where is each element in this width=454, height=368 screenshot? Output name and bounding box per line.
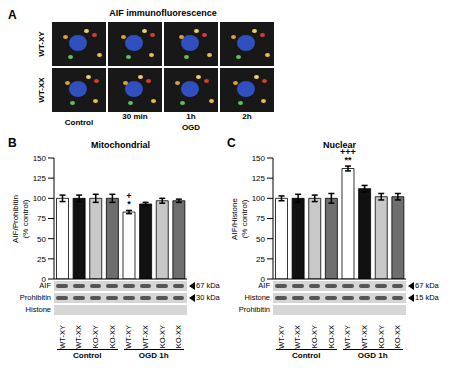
svg-text:KO-XX: KO-XX	[327, 325, 336, 348]
svg-text:100: 100	[33, 194, 47, 203]
svg-text:KO-XX: KO-XX	[174, 325, 183, 348]
svg-text:KO-XX: KO-XX	[393, 325, 402, 348]
svg-text:25: 25	[256, 255, 265, 264]
svg-text:KO-XY: KO-XY	[310, 325, 319, 348]
svg-text:WT-XX: WT-XX	[293, 325, 302, 349]
svg-text:WT-XY: WT-XY	[343, 325, 352, 349]
html-text:Control: Control	[292, 351, 321, 360]
html-text:WT-XY: WT-XY	[37, 31, 46, 57]
svg-text:WT-XY: WT-XY	[277, 325, 286, 349]
svg-text:100: 100	[252, 194, 266, 203]
html-text:Control: Control	[73, 351, 102, 360]
html-text:Mitochondrial: Mitochondrial	[91, 140, 150, 150]
svg-text:0: 0	[41, 274, 46, 284]
svg-text:WT-XX: WT-XX	[360, 325, 369, 349]
html-text:2h: 2h	[242, 112, 252, 121]
html-text:OGD 1h: OGD 1h	[138, 351, 169, 360]
html-text:AIF immunofluorescence: AIF immunofluorescence	[109, 8, 217, 18]
html-text:AIF/Histone: AIF/Histone	[229, 197, 238, 240]
html-text:A: A	[8, 8, 17, 22]
svg-text:KO-XY: KO-XY	[158, 325, 167, 348]
html-text:Nuclear: Nuclear	[323, 140, 356, 150]
svg-text:150: 150	[252, 154, 266, 163]
svg-text:*: *	[127, 199, 131, 209]
html-text:Prohibitin: Prohibitin	[238, 305, 270, 314]
svg-text:**: **	[344, 155, 352, 165]
html-text:AIF: AIF	[258, 281, 270, 290]
html-text:Histone: Histone	[244, 293, 270, 302]
svg-text:KO-XY: KO-XY	[91, 325, 100, 348]
html-text:(% control): (% control)	[239, 199, 248, 238]
html-text:AIF: AIF	[39, 281, 51, 290]
html-text:AIF/Prohibitin: AIF/Prohibitin	[10, 194, 19, 243]
svg-text:WT-XX: WT-XX	[74, 325, 83, 349]
html-text:30 kDa: 30 kDa	[196, 293, 220, 302]
html-text:Histone: Histone	[25, 305, 51, 314]
svg-text:125: 125	[33, 174, 47, 183]
svg-text:25: 25	[37, 255, 46, 264]
svg-text:50: 50	[37, 235, 46, 244]
html-text:15 kDa: 15 kDa	[415, 293, 439, 302]
svg-text:50: 50	[256, 235, 265, 244]
html-text:(% control): (% control)	[20, 199, 29, 238]
svg-text:0: 0	[260, 274, 265, 284]
html-text:Prohibitin: Prohibitin	[19, 293, 51, 302]
html-text:WT-XX: WT-XX	[37, 77, 46, 103]
svg-text:125: 125	[252, 174, 266, 183]
svg-text:KO-XY: KO-XY	[377, 325, 386, 348]
svg-text:WT-XY: WT-XY	[58, 325, 67, 349]
svg-text:KO-XX: KO-XX	[108, 325, 117, 348]
html-text:67 kDa: 67 kDa	[196, 281, 220, 290]
svg-text:150: 150	[33, 154, 47, 163]
html-text:30 min: 30 min	[122, 112, 148, 121]
html-text:1h: 1h	[186, 112, 196, 121]
svg-text:WT-XY: WT-XY	[124, 325, 133, 349]
svg-text:WT-XX: WT-XX	[141, 325, 150, 349]
html-text:OGD: OGD	[181, 123, 201, 132]
svg-text:75: 75	[37, 214, 46, 223]
html-text:B: B	[8, 136, 17, 150]
html-text:OGD 1h: OGD 1h	[357, 351, 388, 360]
svg-text:75: 75	[256, 214, 265, 223]
html-text:C: C	[227, 136, 236, 150]
html-text:67 kDa: 67 kDa	[415, 281, 439, 290]
html-text:Control: Control	[64, 118, 94, 127]
